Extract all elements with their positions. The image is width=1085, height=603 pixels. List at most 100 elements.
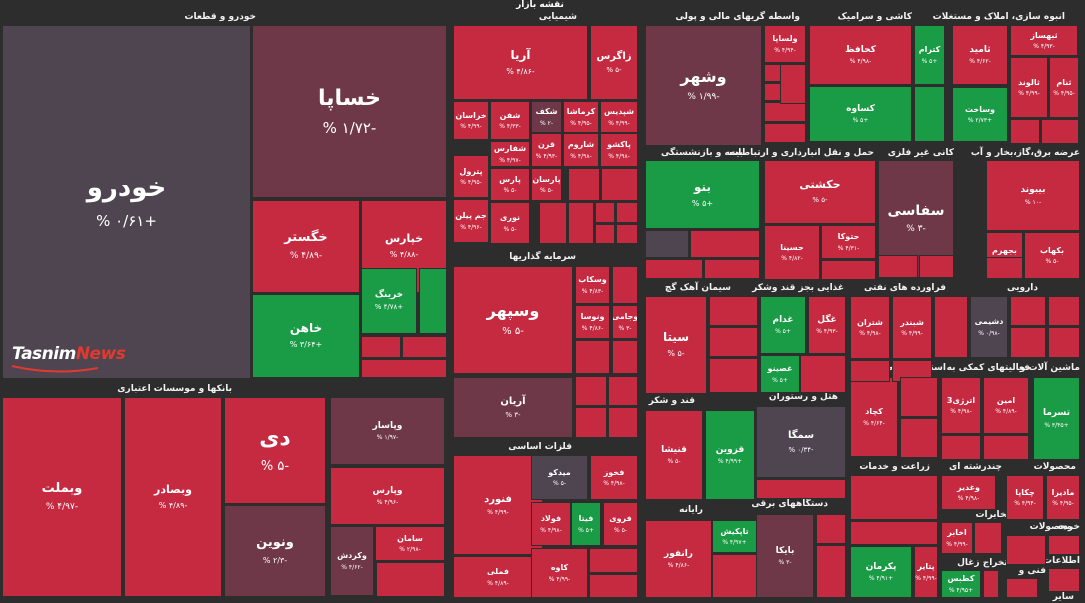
stock-tile-small[interactable] bbox=[568, 202, 594, 244]
stock-tile-small[interactable] bbox=[595, 202, 615, 223]
stock-tile-small[interactable] bbox=[878, 255, 918, 278]
stock-tile[interactable]: بیبوند % ۱۰- bbox=[986, 160, 1080, 231]
stock-tile-small[interactable] bbox=[419, 268, 447, 334]
stock-tile-small[interactable] bbox=[800, 355, 846, 393]
stock-tile[interactable]: کاوه % ۴/۹۹- bbox=[531, 548, 588, 598]
stock-tile[interactable]: فنورد % ۴/۹۹- bbox=[453, 455, 543, 555]
stock-tile[interactable]: غدام % ۵+ bbox=[760, 296, 806, 354]
stock-tile[interactable]: تسرما % ۳/۴۵+ bbox=[1033, 377, 1080, 460]
stock-tile[interactable]: پترول % ۴/۹۵- bbox=[453, 155, 489, 198]
stock-tile[interactable]: حکشتی % ۵- bbox=[764, 160, 876, 224]
stock-tile[interactable]: وغدیر % ۴/۹۸- bbox=[941, 475, 996, 510]
stock-tile[interactable]: شکف % ۲- bbox=[531, 101, 562, 133]
stock-tile-small[interactable] bbox=[539, 202, 567, 244]
stock-tile-small[interactable] bbox=[612, 340, 638, 374]
stock-tile[interactable]: فخوز % ۴/۹۸- bbox=[590, 455, 638, 500]
stock-tile-small[interactable] bbox=[983, 435, 1029, 460]
stock-tile[interactable]: شاروم % ۴/۹۸- bbox=[563, 133, 599, 167]
stock-tile[interactable]: فروی % ۵- bbox=[603, 502, 638, 546]
stock-tile[interactable]: وساخت % ۲/۷۳+ bbox=[952, 87, 1008, 142]
stock-tile[interactable]: اترژی3 % ۴/۹۸- bbox=[941, 377, 981, 434]
stock-tile[interactable]: اخابر % ۴/۹۹- bbox=[941, 522, 973, 554]
stock-tile-small[interactable] bbox=[1048, 296, 1080, 326]
stock-tile-small[interactable] bbox=[589, 574, 638, 598]
stock-tile[interactable]: حتوکا % ۴/۳۱- bbox=[821, 225, 876, 259]
stock-tile-small[interactable] bbox=[709, 358, 758, 393]
stock-tile-small[interactable] bbox=[1006, 535, 1046, 565]
stock-tile[interactable]: غگل % ۴/۹۳- bbox=[808, 296, 846, 354]
stock-tile[interactable]: پکرمان % ۴/۹۱+ bbox=[850, 546, 912, 598]
stock-tile-small[interactable] bbox=[914, 86, 945, 142]
stock-tile[interactable]: سیتا % ۵- bbox=[645, 296, 707, 394]
stock-tile[interactable]: بکهاب % ۵- bbox=[1024, 232, 1080, 279]
stock-tile[interactable]: خراسان % ۴/۹۹- bbox=[453, 101, 489, 140]
stock-tile-small[interactable] bbox=[974, 522, 1002, 554]
stock-tile[interactable]: کطبس % ۴/۹۵+ bbox=[941, 570, 981, 598]
stock-tile[interactable]: بنو % ۵+ bbox=[645, 160, 760, 229]
stock-tile[interactable]: حسینا % ۴/۸۲- bbox=[764, 225, 820, 280]
stock-tile[interactable]: آریان % ۳- bbox=[453, 377, 573, 438]
stock-tile-small[interactable] bbox=[616, 202, 638, 223]
stock-tile[interactable]: خودرو % ۰/۶۱+ bbox=[2, 25, 251, 379]
stock-tile[interactable]: ونوین % ۲/۳- bbox=[224, 505, 326, 597]
stock-tile-small[interactable] bbox=[986, 257, 1023, 279]
stock-tile-small[interactable] bbox=[709, 327, 758, 357]
stock-tile-small[interactable] bbox=[983, 570, 999, 598]
stock-tile[interactable]: دشیمی % ۰/۹۸- bbox=[970, 296, 1008, 358]
stock-tile[interactable]: جم پیلن % ۴/۹۶- bbox=[453, 199, 489, 243]
stock-tile[interactable]: رانفور % ۴/۸۶- bbox=[645, 520, 712, 598]
stock-tile[interactable]: کرماشا % ۴/۹۵- bbox=[563, 101, 599, 133]
stock-tile-small[interactable] bbox=[764, 102, 806, 122]
stock-tile[interactable]: فملی % ۴/۸۹- bbox=[453, 556, 543, 598]
stock-tile-small[interactable] bbox=[601, 168, 638, 201]
stock-tile[interactable]: غصینو % ۵+ bbox=[760, 355, 800, 393]
stock-tile[interactable]: دی % ۵- bbox=[224, 397, 326, 504]
stock-tile[interactable]: پارس % ۵- bbox=[490, 168, 530, 201]
stock-tile[interactable]: شبندر % ۴/۹۹- bbox=[892, 296, 932, 359]
stock-tile-small[interactable] bbox=[575, 407, 607, 438]
stock-tile-small[interactable] bbox=[1048, 535, 1080, 555]
stock-tile-small[interactable] bbox=[402, 336, 447, 358]
stock-tile[interactable]: قزوین % ۴/۹۹+ bbox=[705, 410, 755, 500]
stock-tile-small[interactable] bbox=[816, 514, 846, 544]
stock-tile-small[interactable] bbox=[704, 259, 760, 279]
stock-tile[interactable]: کترام % ۵+ bbox=[914, 25, 945, 85]
stock-tile[interactable]: خرینگ % ۴/۷۸+ bbox=[361, 268, 417, 334]
stock-tile-small[interactable] bbox=[612, 266, 638, 304]
stock-tile[interactable]: سمگا % ۰/۳۴- bbox=[756, 406, 846, 478]
stock-tile[interactable]: شفارس % ۴/۹۷- bbox=[490, 141, 530, 167]
stock-tile-small[interactable] bbox=[1048, 327, 1080, 358]
stock-tile-small[interactable] bbox=[900, 418, 938, 458]
stock-tile[interactable]: ونوسا % ۴/۸۶- bbox=[575, 305, 610, 339]
stock-tile[interactable]: ثنام % ۴/۹۵- bbox=[1049, 57, 1079, 118]
stock-tile-small[interactable] bbox=[712, 554, 757, 598]
stock-tile[interactable]: امین % ۴/۸۹- bbox=[983, 377, 1029, 434]
stock-tile-small[interactable] bbox=[780, 64, 806, 104]
stock-tile[interactable]: پتایر % ۴/۹۹- bbox=[914, 546, 938, 598]
stock-tile[interactable]: وکردش % ۴/۶۲- bbox=[330, 526, 374, 596]
stock-tile[interactable]: نوری % ۵- bbox=[490, 202, 530, 244]
stock-tile[interactable]: قرن % ۴/۹۳- bbox=[531, 133, 562, 167]
stock-tile[interactable]: وسکاب % ۴/۸۳- bbox=[575, 266, 610, 304]
stock-tile[interactable]: پارسان % ۵- bbox=[531, 168, 562, 201]
stock-tile-small[interactable] bbox=[589, 548, 638, 573]
stock-tile[interactable]: کچاد % ۴/۶۴- bbox=[850, 377, 898, 457]
stock-tile[interactable]: کحافظ % ۴/۹۸- bbox=[809, 25, 912, 85]
stock-tile[interactable]: زاگرس % ۵- bbox=[590, 25, 638, 100]
stock-tile[interactable]: مادیرا % ۴/۹۵- bbox=[1046, 475, 1080, 520]
stock-tile[interactable]: چکاپا % ۴/۹۴- bbox=[1006, 475, 1044, 520]
stock-tile[interactable]: ثبهساز % ۴/۹۳- bbox=[1010, 25, 1078, 56]
stock-tile-small[interactable] bbox=[608, 376, 638, 406]
stock-tile-small[interactable] bbox=[1010, 296, 1046, 326]
stock-tile-small[interactable] bbox=[575, 376, 607, 406]
stock-tile[interactable]: وبصادر % ۴/۸۹- bbox=[124, 397, 222, 597]
stock-tile-small[interactable] bbox=[816, 545, 846, 598]
stock-tile-small[interactable] bbox=[568, 168, 600, 201]
stock-tile-small[interactable] bbox=[764, 123, 806, 143]
stock-tile-small[interactable] bbox=[850, 475, 938, 520]
stock-tile-small[interactable] bbox=[376, 562, 445, 597]
stock-tile-small[interactable] bbox=[821, 260, 876, 280]
stock-tile[interactable]: ثالوند % ۴/۹۹- bbox=[1010, 57, 1048, 118]
stock-tile[interactable]: سامان % ۲/۹۸- bbox=[375, 526, 445, 561]
stock-tile[interactable]: وجامی % ۳- bbox=[612, 305, 638, 339]
